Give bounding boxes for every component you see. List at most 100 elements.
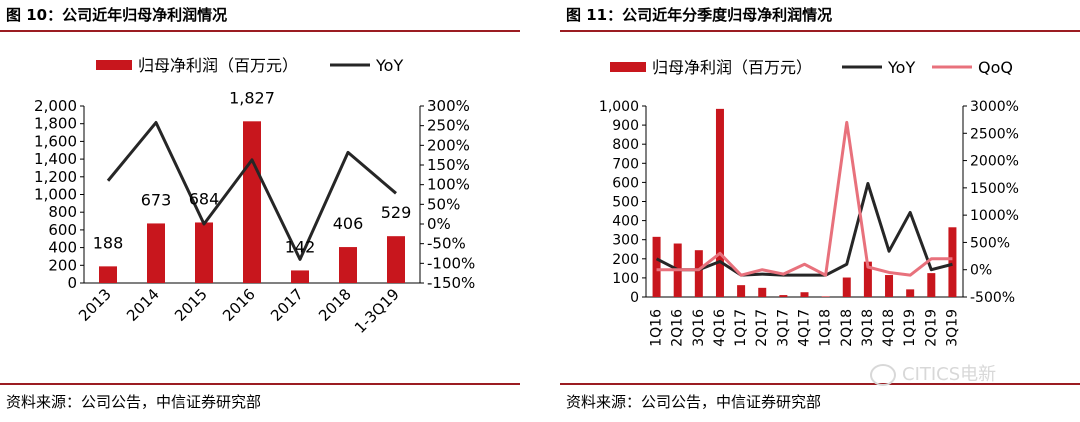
bar [779,295,788,297]
y-right-tick-label: 1500% [970,181,1019,197]
x-tick-label: 2016 [219,285,259,325]
y-left-tick-label: 1,600 [34,132,77,150]
bar [99,266,117,283]
x-tick-label: 2015 [171,285,211,325]
y-right-tick-label: 1000% [970,208,1019,224]
bar-data-label: 684 [189,189,220,208]
bar-data-label: 406 [333,214,364,233]
y-left-tick-label: 1,000 [34,186,77,204]
bar [243,121,261,283]
y-left-tick-label: 800 [48,203,77,221]
x-tick-label: 2Q18 [839,309,855,347]
x-tick-label: 2Q17 [754,309,770,347]
y-left-tick-label: 200 [48,256,77,274]
y-left-tick-label: 0 [630,290,639,306]
y-right-tick-label: 0% [427,215,451,233]
bar [147,223,165,283]
y-left-tick-label: 600 [612,175,639,191]
bar [339,247,357,283]
bar [737,285,746,297]
chart-panel-quarterly: 图 11：公司近年分季度归母净利润情况 0 100 200 300 400 500 600 7… [560,0,1080,422]
legend-label: 归母净利润（百万元） [138,56,298,75]
bar [652,236,661,297]
annual-profit-chart: 02004006008001,0001,2001,4001,6001,8002,… [34,56,475,337]
x-tick-label: 4Q16 [712,309,728,347]
bar [821,296,830,297]
y-left-tick-label: 300 [612,233,639,249]
y-left-tick-label: 1,200 [34,168,77,186]
legend-swatch-bar [96,60,132,70]
x-tick-label: 1Q17 [733,309,749,347]
legend-label: QoQ [978,58,1013,77]
x-tick-label: 4Q17 [797,309,813,347]
x-tick-label: 2Q16 [670,309,686,347]
quarterly-profit-chart: 0 100 200 300 400 500 600 700 800 900 1,000 -500% 0%… [599,58,1019,347]
x-tick-label: 2013 [75,285,115,325]
y-right-tick-label: -500% [970,290,1015,306]
figure-title: 图 10：公司近年归母净利润情况 [6,6,228,24]
y-right-tick-label: 0% [970,263,992,279]
y-right-tick-label: 150% [427,156,470,174]
source-note: 资料来源：公司公告，中信证券研究部 [6,393,262,411]
y-right-tick-label: 2500% [970,126,1019,142]
y-right-tick-label: -50% [427,235,466,253]
y-left-tick-label: 1,000 [599,99,639,115]
bar [387,236,405,283]
x-tick-label: 3Q18 [860,309,876,347]
bar [800,292,809,297]
x-tick-label: 2017 [267,285,307,325]
y-left-tick-label: 500 [612,195,639,211]
y-left-tick-label: 400 [48,239,77,257]
bar-data-label: 188 [93,233,124,252]
source-rule [0,383,520,385]
bar [906,289,915,297]
y-left-tick-label: 100 [612,271,639,287]
wechat-icon [870,364,896,386]
y-right-tick-label: 3000% [970,99,1019,115]
bar-data-label: 142 [285,237,316,256]
title-rule [560,30,1080,32]
legend-label: YoY [887,58,915,77]
bar [694,250,703,297]
legend-swatch-bar [610,62,646,72]
yoy-line [106,121,397,261]
y-left-tick-label: 700 [612,156,639,172]
y-left-tick-label: 1,400 [34,150,77,168]
y-right-tick-label: 50% [427,195,460,213]
y-right-tick-label: 300% [427,97,470,115]
y-right-tick-label: 250% [427,117,470,135]
bar-data-label: 673 [141,190,172,209]
bar-data-label: 1,827 [229,88,275,107]
x-tick-label: 1-3Q19 [351,285,403,337]
x-tick-label: 3Q17 [775,309,791,347]
y-right-tick-label: -150% [427,274,475,292]
source-note: 资料来源：公司公告，中信证券研究部 [566,393,822,411]
bar [927,273,936,297]
bar [291,270,309,283]
bar [758,287,767,297]
bar [195,222,213,283]
y-left-tick-label: 1,800 [34,115,77,133]
bar [863,261,872,297]
qoq-line [656,120,953,277]
bar [885,275,894,297]
y-right-tick-label: -100% [427,254,475,272]
watermark: CITICS电新 [870,360,996,386]
legend-label: 归母净利润（百万元） [652,58,812,77]
y-left-tick-label: 2,000 [34,97,77,115]
chart-panel-annual: 图 10：公司近年归母净利润情况 0 200 400 600 800 1,000 1,200… [0,0,520,422]
y-right-tick-label: 200% [427,136,470,154]
bar [948,227,957,297]
x-tick-label: 2018 [315,285,355,325]
y-left-tick-label: 900 [612,118,639,134]
x-tick-label: 1Q18 [818,309,834,347]
title-rule [0,30,520,32]
x-tick-label: 2014 [123,285,163,325]
y-left-tick-label: 200 [612,252,639,268]
bar-data-label: 529 [381,203,412,222]
source-rule [560,383,1080,385]
y-left-tick-label: 400 [612,214,639,230]
x-tick-label: 4Q18 [881,309,897,347]
y-left-tick-label: 0 [67,274,77,292]
x-tick-label: 1Q16 [649,309,665,347]
